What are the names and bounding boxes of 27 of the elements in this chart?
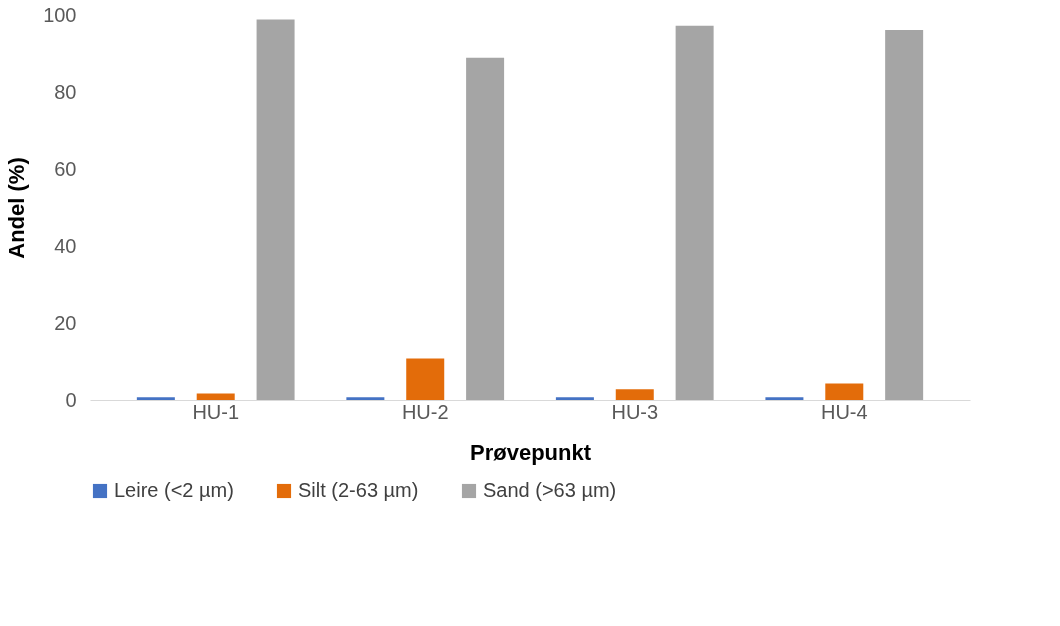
x-axis-title: Prøvepunkt xyxy=(469,439,592,465)
legend-label: Silt (2-63 µm) xyxy=(298,479,419,501)
bar xyxy=(406,358,445,400)
bar xyxy=(825,383,864,400)
y-tick-label: 20 xyxy=(54,311,77,334)
legend-label: Leire (<2 µm) xyxy=(114,479,234,501)
bar xyxy=(346,397,385,400)
bar xyxy=(615,389,654,400)
bar xyxy=(196,393,235,400)
y-tick-label: 40 xyxy=(54,234,77,257)
x-tick-label: HU-4 xyxy=(820,400,868,423)
y-tick-label: 0 xyxy=(65,388,77,411)
bar xyxy=(555,397,594,400)
x-tick-label: HU-3 xyxy=(611,400,659,423)
bar xyxy=(256,19,295,400)
bar xyxy=(885,30,924,400)
x-tick-label: HU-1 xyxy=(192,400,240,423)
bar xyxy=(765,397,804,400)
legend-label: Sand (>63 µm) xyxy=(483,479,617,501)
x-tick-label: HU-2 xyxy=(401,400,449,423)
y-tick-label: 60 xyxy=(54,157,77,180)
bar xyxy=(675,25,714,400)
bar xyxy=(466,57,505,400)
bar xyxy=(136,397,175,400)
y-axis-title: Andel (%) xyxy=(4,157,30,259)
y-tick-label: 80 xyxy=(54,80,77,103)
y-tick-label: 100 xyxy=(43,3,77,26)
